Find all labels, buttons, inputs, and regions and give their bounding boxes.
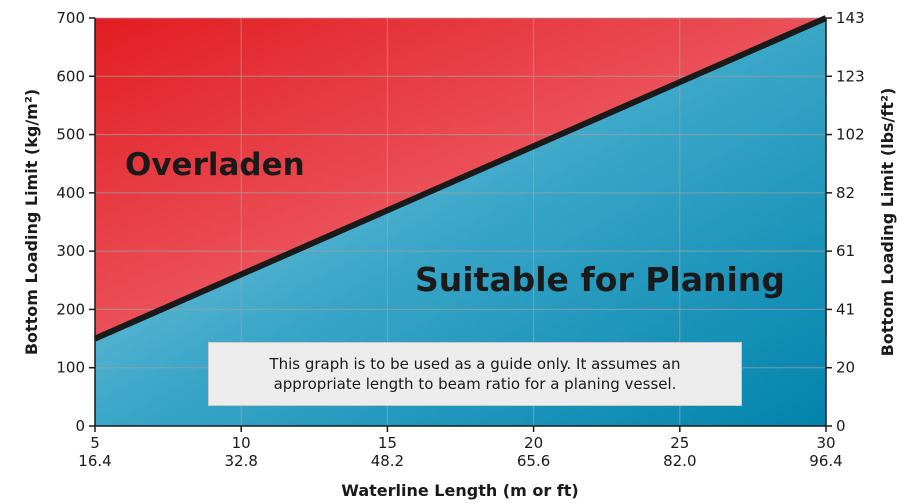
y-right-tick-label: 82: [836, 184, 855, 202]
x-secondary-tick-label: 82.0: [663, 452, 696, 470]
x-secondary-tick-label: 96.4: [809, 452, 842, 470]
y-right-tick-label: 0: [836, 417, 846, 435]
y-right-tick-label: 20: [836, 359, 855, 377]
y-left-tick-label: 600: [56, 67, 85, 85]
y-right-tick-label: 102: [836, 126, 865, 144]
guide-note-line-1: This graph is to be used as a guide only…: [269, 355, 681, 373]
x-tick-label: 30: [816, 434, 835, 452]
y-right-tick-label: 143: [836, 9, 865, 27]
x-secondary-tick-label: 32.8: [224, 452, 257, 470]
x-tick-label: 10: [232, 434, 251, 452]
y-right-tick-label: 123: [836, 67, 865, 85]
guide-note: This graph is to be used as a guide only…: [208, 342, 742, 406]
planing-label: Suitable for Planing: [415, 260, 785, 299]
y-axis-left-title: Bottom Loading Limit (kg/m²): [22, 89, 41, 355]
y-axis-right-title: Bottom Loading Limit (lbs/ft²): [878, 88, 897, 357]
guide-note-line-2: appropriate length to beam ratio for a p…: [273, 375, 677, 393]
y-left-tick-label: 0: [75, 417, 85, 435]
x-axis-title: Waterline Length (m or ft): [341, 481, 578, 500]
limit-line: [93, 15, 828, 342]
x-tick-label: 15: [378, 434, 397, 452]
x-tick-label: 20: [524, 434, 543, 452]
x-secondary-tick-label: 65.6: [517, 452, 550, 470]
y-left-tick-label: 100: [56, 359, 85, 377]
tick-marks: [89, 17, 832, 432]
x-secondary-tick-label: 48.2: [371, 452, 404, 470]
x-tick-label: 25: [670, 434, 689, 452]
overladen-label: Overladen: [125, 147, 305, 183]
y-left-tick-label: 400: [56, 184, 85, 202]
y-left-tick-label: 300: [56, 242, 85, 260]
y-left-tick-label: 500: [56, 126, 85, 144]
planing-region: [95, 18, 826, 426]
y-right-tick-label: 61: [836, 242, 855, 260]
x-tick-label: 5: [90, 434, 100, 452]
x-secondary-tick-label: 16.4: [78, 452, 111, 470]
y-left-tick-label: 200: [56, 300, 85, 318]
y-right-tick-label: 41: [836, 300, 855, 318]
y-left-tick-label: 700: [56, 9, 85, 27]
